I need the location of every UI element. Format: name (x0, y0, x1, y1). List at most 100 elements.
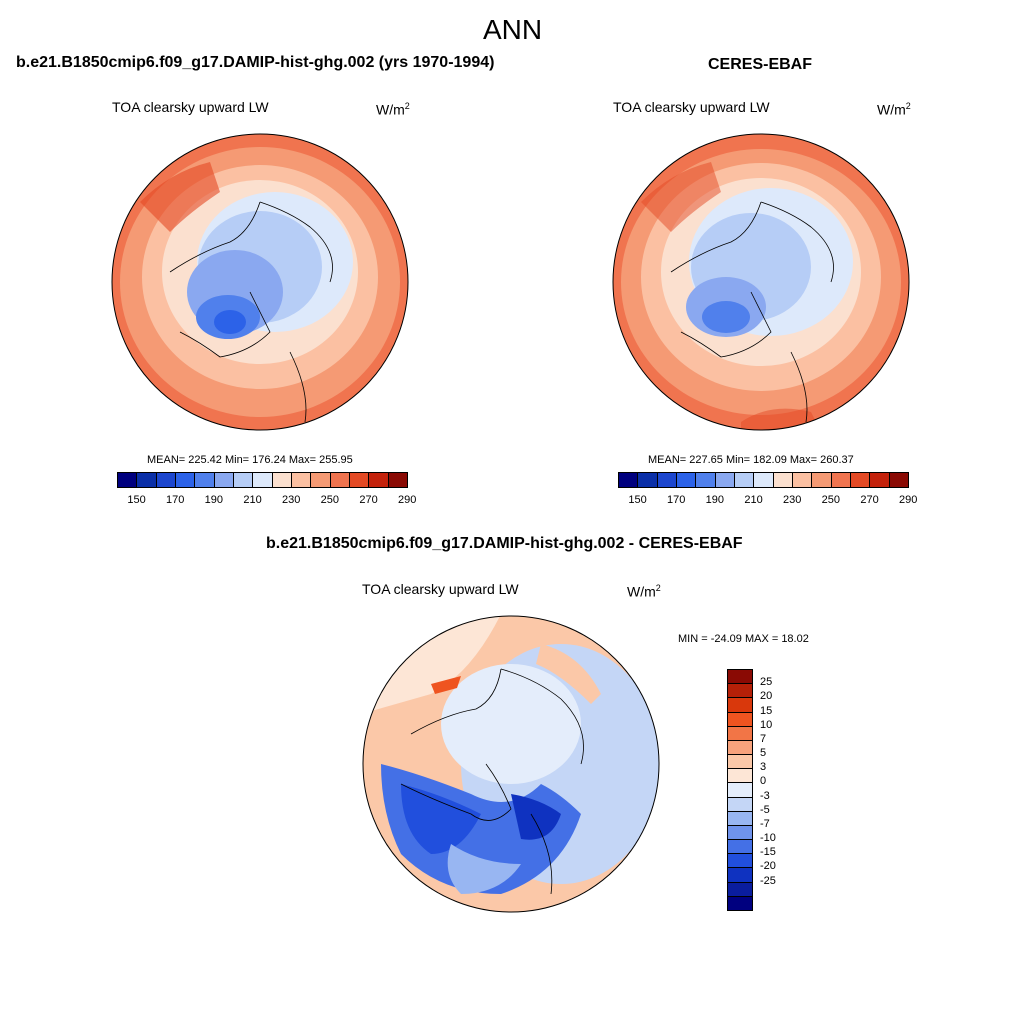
colorbar-tick-label: 270 (860, 494, 879, 506)
colorbar-tick-label: -20 (760, 860, 776, 873)
colorbar-tick-label: 5 (760, 747, 767, 760)
colorbar-swatch (727, 810, 753, 826)
colorbar-swatch (727, 796, 753, 812)
panel2-polar-map (612, 133, 910, 431)
panel2-units: W/m2 (877, 101, 911, 118)
colorbar-swatch (811, 472, 832, 488)
colorbar-swatch (869, 472, 890, 488)
colorbar-swatch (727, 853, 753, 869)
panel1-colorbar-labels: 150 170 190 210 230 250 270 290 (117, 494, 416, 508)
panel2-case-title: CERES-EBAF (708, 56, 813, 73)
colorbar-swatch (387, 472, 408, 488)
colorbar-swatch (792, 472, 813, 488)
difference-units: W/m2 (627, 583, 661, 600)
colorbar-tick-label: 170 (667, 494, 686, 506)
colorbar-tick-label: 150 (628, 494, 647, 506)
panel1-variable-label: TOA clearsky upward LW (112, 99, 269, 115)
colorbar-swatch (850, 472, 871, 488)
colorbar-tick-label: 290 (398, 494, 417, 506)
panel1-stats: MEAN= 225.42 Min= 176.24 Max= 255.95 (147, 454, 353, 466)
colorbar-tick-label: 190 (705, 494, 725, 506)
colorbar-tick-label: -3 (760, 789, 770, 802)
colorbar-swatch (727, 739, 753, 756)
colorbar-swatch (772, 472, 793, 488)
panel1-coastlines (169, 201, 333, 423)
panel1-case-title: b.e21.B1850cmip6.f09_g17.DAMIP-hist-ghg.… (16, 54, 495, 71)
colorbar-tick-label: 290 (899, 494, 918, 506)
colorbar-swatch (727, 824, 753, 841)
colorbar-swatch (310, 472, 331, 488)
colorbar-tick-label: 15 (760, 704, 773, 717)
colorbar-tick-label: 7 (760, 732, 767, 745)
colorbar-tick-label: 25 (760, 676, 773, 689)
colorbar-tick-label: 210 (243, 494, 262, 506)
colorbar-swatch (727, 881, 753, 897)
colorbar-swatch (155, 472, 176, 488)
panel2-colorbar-labels: 150 170 190 210 230 250 270 290 (618, 494, 917, 508)
colorbar-swatch (194, 472, 215, 488)
page-title: ANN (483, 14, 543, 45)
colorbar-swatch (175, 472, 196, 488)
colorbar-swatch (213, 472, 234, 488)
colorbar-swatch (136, 472, 157, 488)
panel2-coastlines (670, 201, 834, 423)
colorbar-tick-label: 230 (282, 494, 301, 506)
colorbar-swatch (830, 472, 851, 488)
colorbar-tick-label: 0 (760, 775, 767, 788)
difference-polar-map (362, 615, 660, 913)
difference-variable-label: TOA clearsky upward LW (362, 581, 519, 597)
colorbar-tick-label: -25 (760, 874, 776, 887)
colorbar-swatch (727, 697, 753, 713)
colorbar-tick-label: 20 (760, 690, 773, 703)
colorbar-swatch (727, 895, 753, 911)
colorbar-swatch (637, 472, 658, 488)
colorbar-swatch (117, 472, 138, 488)
colorbar-swatch (252, 472, 273, 488)
colorbar-swatch (727, 754, 753, 770)
colorbar-swatch (714, 472, 735, 488)
colorbar-tick-label: -10 (760, 832, 776, 845)
colorbar-tick-label: 10 (760, 718, 773, 731)
colorbar-swatch (676, 472, 697, 488)
difference-title: b.e21.B1850cmip6.f09_g17.DAMIP-hist-ghg.… (266, 535, 743, 552)
colorbar-swatch (349, 472, 370, 488)
colorbar-tick-label: 190 (204, 494, 224, 506)
colorbar-tick-label: 250 (320, 494, 340, 506)
colorbar-swatch (734, 472, 755, 488)
colorbar-swatch (233, 472, 254, 488)
difference-minmax: MIN = -24.09 MAX = 18.02 (678, 633, 809, 645)
colorbar-swatch (695, 472, 716, 488)
colorbar-tick-label: 230 (783, 494, 802, 506)
panel1-units: W/m2 (376, 101, 410, 118)
colorbar-swatch (727, 711, 753, 727)
colorbar-swatch (368, 472, 389, 488)
colorbar-swatch (753, 472, 774, 488)
colorbar-swatch (329, 472, 350, 488)
colorbar-swatch (727, 669, 753, 685)
difference-colorbar (727, 669, 753, 911)
colorbar-tick-label: -7 (760, 817, 770, 830)
panel2-variable-label: TOA clearsky upward LW (613, 99, 770, 115)
colorbar-swatch (727, 867, 753, 883)
colorbar-tick-label: 250 (821, 494, 841, 506)
colorbar-tick-label: -5 (760, 803, 770, 816)
colorbar-tick-label: 270 (359, 494, 378, 506)
panel2-stats: MEAN= 227.65 Min= 182.09 Max= 260.37 (648, 454, 854, 466)
colorbar-tick-label: -15 (760, 846, 776, 859)
colorbar-tick-label: 150 (127, 494, 146, 506)
difference-coastlines (400, 668, 584, 895)
colorbar-swatch (888, 472, 909, 488)
colorbar-swatch (618, 472, 639, 488)
colorbar-tick-label: 3 (760, 761, 767, 774)
colorbar-swatch (727, 768, 753, 784)
panel1-polar-map (111, 133, 409, 431)
colorbar-swatch (727, 839, 753, 855)
colorbar-tick-label: 170 (166, 494, 185, 506)
colorbar-swatch (656, 472, 677, 488)
panel1-colorbar (117, 472, 408, 488)
panel2-colorbar (618, 472, 909, 488)
colorbar-tick-label: 210 (744, 494, 763, 506)
colorbar-swatch (291, 472, 312, 488)
difference-colorbar-labels: 25 20 15 10 7 5 3 0 -3 -5 -7 -10 -15 -20 -25 (758, 669, 798, 910)
colorbar-swatch (271, 472, 292, 488)
